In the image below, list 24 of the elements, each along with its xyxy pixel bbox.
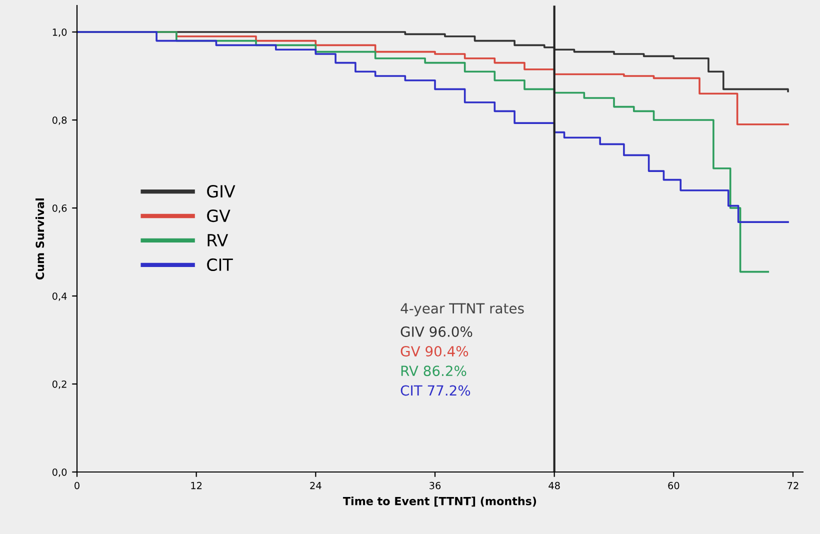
annotation: GV 90.4% xyxy=(400,346,468,357)
y-tick-label: 0,4 xyxy=(52,292,67,301)
x-tick-label: 60 xyxy=(668,482,680,490)
annotation: RV 86.2% xyxy=(401,366,466,376)
x-tick-label: 72 xyxy=(788,482,798,490)
annotation: 4-year TTNT rates xyxy=(400,303,524,316)
legend-label: CIT xyxy=(207,258,233,272)
y-tick-label: 1,0 xyxy=(52,28,67,37)
y-tick-label: 0,8 xyxy=(52,116,67,125)
legend-label: GV xyxy=(207,209,230,222)
x-tick-label: 48 xyxy=(548,482,560,490)
y-tick-label: 0,6 xyxy=(52,204,67,213)
x-tick-label: 12 xyxy=(191,482,202,490)
x-tick-label: 36 xyxy=(430,482,441,490)
y-axis-title: Cum Survival xyxy=(36,198,44,280)
legend-label: GIV xyxy=(207,185,236,198)
x-axis-title: Time to Event [TTNT] (months) xyxy=(342,496,536,507)
annotation: GIV 96.0% xyxy=(400,326,472,337)
y-tick-label: 0,0 xyxy=(52,468,67,477)
x-tick-label: 0 xyxy=(74,482,80,490)
annotation: CIT 77.2% xyxy=(400,385,470,396)
y-tick-label: 0,2 xyxy=(52,380,66,389)
x-tick-label: 24 xyxy=(310,482,322,490)
legend-label: RV xyxy=(208,234,228,246)
